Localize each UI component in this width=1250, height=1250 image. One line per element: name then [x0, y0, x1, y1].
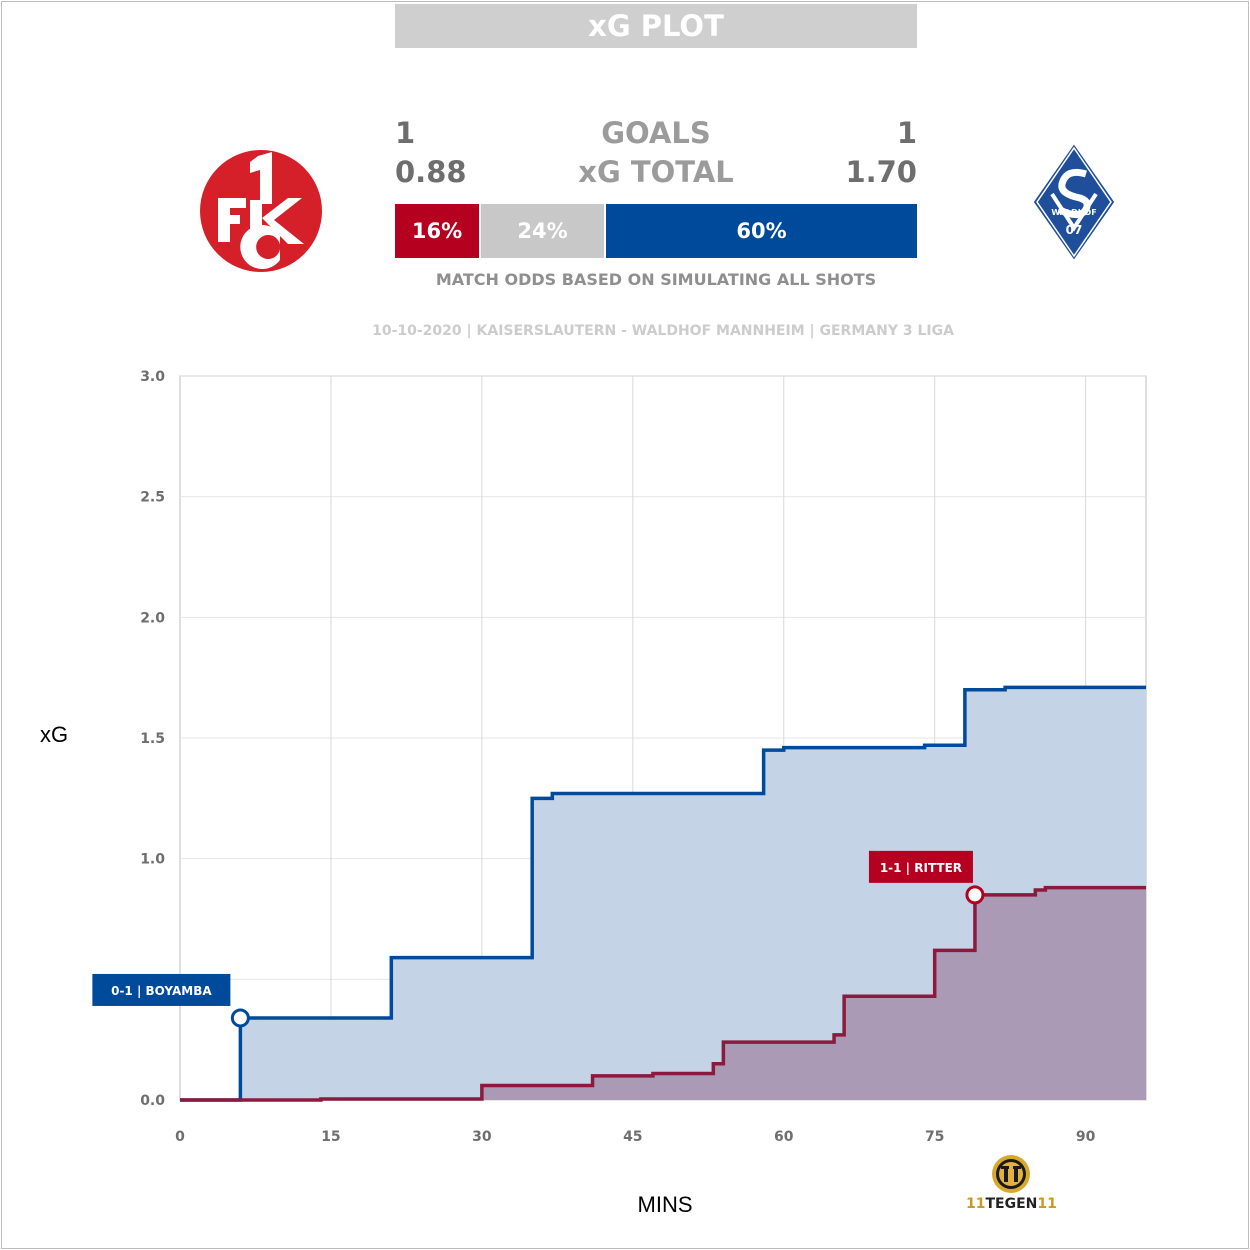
- x-tick-label: 75: [925, 1129, 944, 1145]
- goals-label: GOALS: [601, 116, 711, 150]
- draw-odds: 24%: [481, 204, 604, 258]
- x-tick-label: 60: [774, 1129, 794, 1145]
- home-win-odds: 16%: [395, 204, 479, 258]
- chart-title: xG PLOT: [395, 4, 917, 48]
- x-axis-label: MINS: [637, 1192, 693, 1217]
- y-tick-label: 0.0: [140, 1093, 165, 1109]
- x-tick-label: 90: [1076, 1129, 1096, 1145]
- y-tick-label: 3.0: [140, 369, 165, 385]
- x-tick-label: 15: [321, 1129, 340, 1145]
- match-info: 10-10-2020 | KAISERSLAUTERN - WALDHOF MA…: [372, 323, 954, 339]
- away-xg-total: 1.70: [845, 155, 917, 189]
- away-goals: 1: [896, 116, 917, 150]
- brand-text-mid: TEGEN: [985, 1196, 1038, 1212]
- x-tick-label: 30: [472, 1129, 492, 1145]
- home-xg-area: [180, 887, 1146, 1100]
- x-tick-label: 45: [623, 1129, 642, 1145]
- y-tick-label: 1.0: [140, 852, 165, 868]
- xg-total-label: xG TOTAL: [578, 155, 734, 189]
- goal-label: 0-1 | BOYAMBA: [111, 984, 212, 998]
- waldhof-logo: WALDHOF 07: [1030, 140, 1118, 264]
- svg-text:WALDHOF: WALDHOF: [1051, 208, 1096, 217]
- away-xg-line: [180, 685, 1146, 1102]
- brand-text-right: 11: [1037, 1196, 1057, 1212]
- y-axis-label: xG: [40, 722, 69, 747]
- 11tegen11-logo: 11TEGEN11: [966, 1154, 1057, 1216]
- home-xg-line: [180, 885, 1146, 1102]
- y-tick-label: 2.5: [140, 490, 165, 506]
- goal-label: 1-1 | RITTER: [880, 861, 962, 875]
- odds-note: MATCH ODDS BASED ON SIMULATING ALL SHOTS: [435, 270, 877, 289]
- y-tick-label: 2.0: [140, 610, 165, 626]
- goal-label-box: [868, 850, 973, 883]
- home-goals: 1: [395, 116, 416, 150]
- y-tick-label: 1.5: [140, 731, 165, 747]
- goal-marker: [230, 1008, 250, 1028]
- brand-text-left: 11: [966, 1196, 986, 1212]
- goal-marker: [965, 885, 985, 905]
- fck-logo: [200, 150, 322, 272]
- svg-text:07: 07: [1066, 223, 1083, 237]
- x-tick-label: 0: [175, 1129, 185, 1145]
- away-win-odds: 60%: [606, 204, 917, 258]
- home-xg-total: 0.88: [395, 155, 467, 189]
- goal-label-box: [92, 973, 231, 1006]
